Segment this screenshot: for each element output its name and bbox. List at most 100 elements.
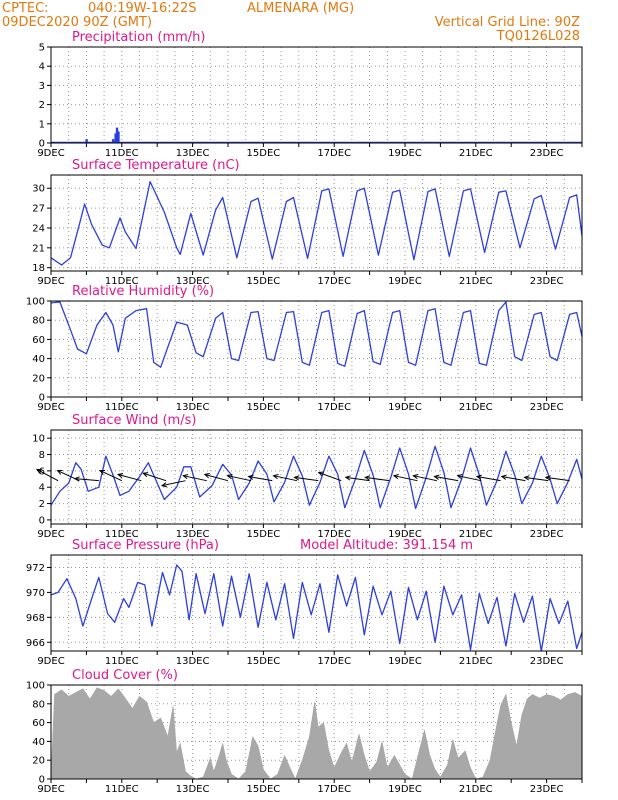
wind-arrow <box>500 474 526 482</box>
panel-title: Relative Humidity (%) <box>72 284 214 299</box>
wind-arrow-head <box>475 474 482 480</box>
x-tick-label: 11DEC <box>105 276 139 287</box>
wind-arrow <box>116 473 142 482</box>
y-tick-label: 968 <box>26 613 45 624</box>
series-line-wind <box>50 445 583 510</box>
x-tick-label: 9DEC <box>37 784 64 795</box>
x-tick-label: 13DEC <box>176 784 210 795</box>
wind-arrow-shaft <box>161 480 186 487</box>
x-tick-label: 15DEC <box>247 148 281 159</box>
y-tick-label: 80 <box>32 699 45 710</box>
panel-title: Surface Wind (m/s) <box>72 413 196 428</box>
x-tick-label: 13DEC <box>176 276 210 287</box>
y-tick-label: 18 <box>32 263 45 274</box>
x-tick-label: 23DEC <box>530 529 564 540</box>
wind-arrow-head <box>392 474 399 480</box>
precipitation-bar <box>114 133 117 143</box>
panel-precipitation: Precipitation (mm/h) 0 1 2 3 4 5 9DEC 11DEC 13DEC… <box>37 30 583 159</box>
wind-arrow <box>272 474 298 482</box>
x-tick-label: 19DEC <box>388 529 422 540</box>
wind-arrow-head <box>99 469 106 475</box>
x-tick-label: 21DEC <box>459 784 493 795</box>
x-tick-label: 9DEC <box>37 529 64 540</box>
panel-title: Surface Pressure (hPa) <box>72 538 219 553</box>
wind-arrow-head <box>142 472 149 478</box>
panel-title: Cloud Cover (%) <box>72 668 178 683</box>
wind-arrow-head <box>544 475 551 481</box>
cloud-cover-area <box>50 687 583 780</box>
wind-arrow-head <box>433 474 440 480</box>
wind-arrow-head <box>364 475 371 481</box>
x-tick-label: 9DEC <box>37 656 64 667</box>
wind-arrow <box>160 480 186 488</box>
precipitation-bar <box>117 131 120 143</box>
x-tick-label: 11DEC <box>105 402 139 413</box>
x-tick-label: 21DEC <box>459 276 493 287</box>
y-tick-label: 5 <box>39 43 45 54</box>
x-tick-label: 17DEC <box>317 148 351 159</box>
panel-frame <box>50 174 583 272</box>
wind-arrow-shaft <box>501 476 526 482</box>
y-tick-label: 8 <box>39 450 45 461</box>
x-tick-label: 23DEC <box>530 276 564 287</box>
wind-arrow <box>433 474 459 482</box>
panel-humidity: Relative Humidity (%) 0 20 40 60 80 100 9DEC 11D… <box>26 284 583 413</box>
precipitation-bar <box>111 139 115 143</box>
panel-temperature: Surface Temperature (nC) 18 21 24 27 30 9DEC 11… <box>32 158 583 287</box>
x-tick-label: 23DEC <box>530 148 564 159</box>
y-tick-label: 40 <box>32 737 45 748</box>
x-tick-label: 15DEC <box>247 402 281 413</box>
y-tick-label: 2 <box>39 100 45 111</box>
wind-arrow <box>392 474 418 482</box>
x-tick-label: 13DEC <box>176 402 210 413</box>
precipitation-bar <box>85 139 88 143</box>
wind-arrow-head <box>35 468 42 474</box>
wind-arrow-head <box>247 474 254 480</box>
x-tick-label: 11DEC <box>105 656 139 667</box>
wind-arrow-shaft <box>318 471 342 482</box>
x-tick-label: 19DEC <box>388 402 422 413</box>
wind-arrow-head <box>293 475 300 481</box>
wind-arrow <box>412 474 437 482</box>
precipitation-bar <box>115 127 119 143</box>
panel-frame <box>50 46 583 144</box>
wind-arrow-shaft <box>273 475 298 482</box>
y-tick-label: 970 <box>26 588 45 599</box>
wind-arrow <box>99 469 123 482</box>
wind-arrow-head <box>160 482 168 488</box>
y-tick-label: 3 <box>39 81 45 92</box>
x-tick-label: 9DEC <box>37 402 64 413</box>
y-tick-label: 10 <box>32 434 45 445</box>
wind-arrow <box>475 474 501 482</box>
header-location: ALMENARA (MG) <box>247 1 354 16</box>
wind-arrow-shaft <box>457 475 482 482</box>
model-altitude-label: Model Altitude: 391.154 m <box>300 538 473 553</box>
x-tick-label: 11DEC <box>105 148 139 159</box>
wind-arrow <box>344 475 370 482</box>
x-tick-label: 17DEC <box>317 784 351 795</box>
wind-arrow-shaft <box>36 468 59 482</box>
wind-arrow-shaft <box>365 476 390 482</box>
y-tick-label: 966 <box>26 638 45 649</box>
wind-arrow-shaft <box>143 472 167 482</box>
wind-arrow-head <box>523 475 530 481</box>
panel-frame <box>50 684 583 780</box>
wind-arrow <box>182 474 207 482</box>
x-tick-label: 9DEC <box>37 148 64 159</box>
wind-arrow-shaft <box>74 478 99 482</box>
panel-title: Precipitation (mm/h) <box>72 30 205 45</box>
x-tick-label: 17DEC <box>317 656 351 667</box>
panel-pressure: Surface Pressure (hPa) Model Altitude: 39… <box>26 538 583 667</box>
header-code: TQ0126L028 <box>496 29 580 44</box>
x-tick-label: 13DEC <box>176 656 210 667</box>
wind-arrow-shaft <box>294 476 319 482</box>
wind-arrow-shaft <box>476 476 501 482</box>
wind-arrow <box>226 474 252 482</box>
wind-arrow-head <box>226 474 233 480</box>
x-tick-label: 9DEC <box>37 276 64 287</box>
y-tick-label: 21 <box>32 243 45 254</box>
panels: Precipitation (mm/h) 0 1 2 3 4 5 9DEC 11DEC 13DEC… <box>26 30 583 795</box>
x-tick-label: 11DEC <box>105 784 139 795</box>
x-tick-label: 19DEC <box>388 784 422 795</box>
